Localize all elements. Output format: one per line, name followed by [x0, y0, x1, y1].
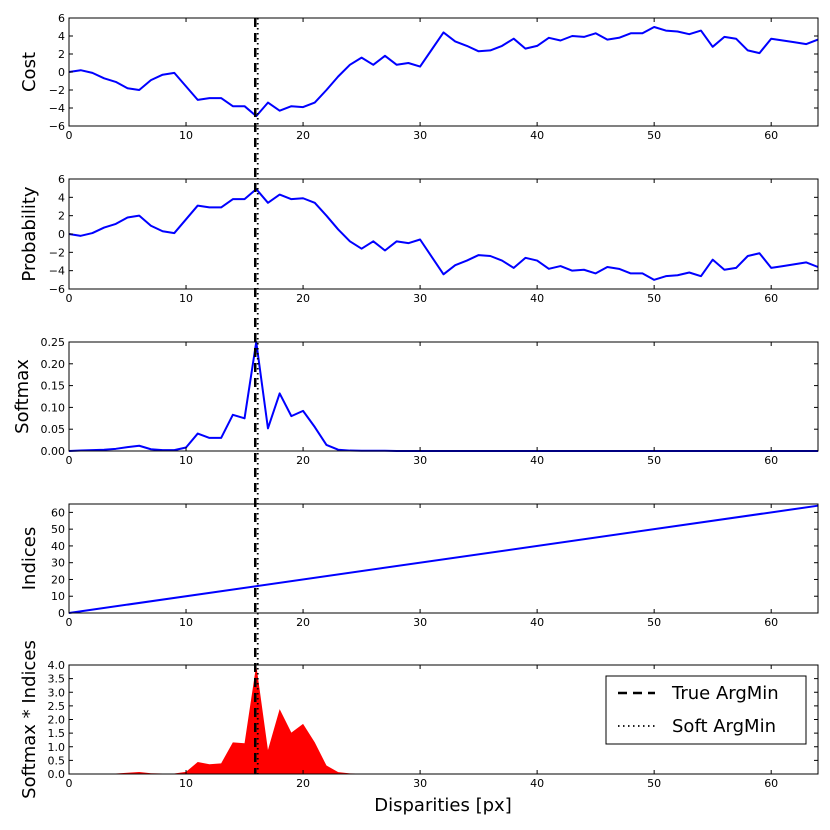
y-axis-label-indices: Indices — [19, 527, 40, 591]
y-tick-label-softmax_indices-0: 4.0 — [48, 659, 66, 672]
x-tick-label-softmax_indices-30: 30 — [413, 777, 427, 790]
y-axis-label-probability: Probability — [19, 186, 40, 281]
x-tick-label-softmax_indices-60: 60 — [764, 777, 778, 790]
y-tick-label-probability-0: 6 — [58, 173, 65, 186]
series-line-indices — [68, 504, 819, 614]
y-tick-label-probability-3: 0 — [58, 228, 65, 241]
x-tick-label-cost-30: 30 — [413, 129, 427, 142]
y-tick-label-softmax-3: 0.10 — [41, 401, 66, 414]
x-tick-label-softmax-30: 30 — [413, 454, 427, 467]
legend-true-argmin-label: True ArgMin — [671, 683, 779, 704]
x-tick-label-softmax_indices-10: 10 — [179, 777, 193, 790]
y-tick-label-softmax_indices-5: 1.5 — [48, 727, 66, 740]
x-tick-label-indices-10: 10 — [179, 616, 193, 629]
axes-frame-softmax — [68, 341, 819, 452]
x-tick-label-softmax-10: 10 — [179, 454, 193, 467]
x-tick-label-softmax-50: 50 — [647, 454, 661, 467]
y-tick-label-softmax_indices-7: 0.5 — [48, 754, 66, 767]
y-tick-label-indices-6: 0 — [58, 607, 65, 620]
x-tick-label-softmax-20: 20 — [296, 454, 310, 467]
x-tick-label-softmax_indices-0: 0 — [66, 777, 73, 790]
y-tick-label-cost-1: 4 — [58, 30, 65, 43]
x-tick-label-probability-30: 30 — [413, 292, 427, 305]
y-tick-label-softmax_indices-3: 2.5 — [48, 700, 66, 713]
y-tick-label-softmax-0: 0.25 — [41, 336, 66, 349]
y-tick-label-softmax-4: 0.05 — [41, 423, 66, 436]
y-tick-label-indices-4: 20 — [51, 573, 65, 586]
x-tick-label-indices-0: 0 — [66, 616, 73, 629]
y-tick-label-cost-0: 6 — [58, 12, 65, 25]
x-tick-label-softmax_indices-50: 50 — [647, 777, 661, 790]
y-tick-label-probability-6: −6 — [49, 283, 65, 296]
axes-frame-cost — [68, 17, 819, 127]
y-tick-label-indices-5: 10 — [51, 590, 65, 603]
x-tick-label-indices-60: 60 — [764, 616, 778, 629]
y-tick-label-cost-5: −4 — [49, 102, 65, 115]
y-tick-label-softmax-2: 0.15 — [41, 380, 66, 393]
y-tick-label-softmax-1: 0.20 — [41, 358, 66, 371]
x-tick-label-probability-50: 50 — [647, 292, 661, 305]
y-tick-label-cost-6: −6 — [49, 120, 65, 133]
y-tick-label-probability-1: 4 — [58, 191, 65, 204]
y-tick-label-probability-4: −2 — [49, 246, 65, 259]
x-tick-label-cost-50: 50 — [647, 129, 661, 142]
y-tick-label-indices-1: 50 — [51, 523, 65, 536]
y-axis-label-softmax_indices: Softmax * Indices — [19, 640, 40, 799]
y-tick-label-cost-2: 2 — [58, 48, 65, 61]
x-tick-label-cost-10: 10 — [179, 129, 193, 142]
x-tick-label-cost-20: 20 — [296, 129, 310, 142]
y-axis-label-cost: Cost — [19, 52, 40, 92]
x-tick-label-cost-60: 60 — [764, 129, 778, 142]
y-tick-label-softmax_indices-8: 0.0 — [48, 768, 66, 781]
y-tick-label-softmax_indices-6: 1.0 — [48, 741, 66, 754]
panel-softmax: 0 10 20 30 40 50 60 0.25 0.20 0.15 0.10 0.05 0.00 Sof… — [12, 336, 819, 467]
x-tick-label-indices-20: 20 — [296, 616, 310, 629]
series-line-cost — [68, 26, 819, 118]
legend-box — [605, 675, 807, 745]
y-tick-label-indices-0: 60 — [51, 506, 65, 519]
x-tick-label-probability-0: 0 — [66, 292, 73, 305]
y-tick-label-probability-2: 2 — [58, 210, 65, 223]
x-tick-label-softmax-60: 60 — [764, 454, 778, 467]
series-line-probability — [68, 188, 819, 281]
x-tick-label-probability-10: 10 — [179, 292, 193, 305]
legend: True ArgMin Soft ArgMin — [605, 675, 807, 745]
x-tick-label-probability-40: 40 — [530, 292, 544, 305]
axes-frame-probability — [68, 178, 819, 290]
x-tick-label-softmax_indices-20: 20 — [296, 777, 310, 790]
x-tick-label-probability-20: 20 — [296, 292, 310, 305]
y-tick-label-softmax-5: 0.00 — [41, 445, 66, 458]
x-tick-label-indices-40: 40 — [530, 616, 544, 629]
argmin-markers — [254, 18, 259, 774]
y-axis-label-softmax: Softmax — [12, 359, 33, 434]
x-tick-label-indices-50: 50 — [647, 616, 661, 629]
y-tick-label-softmax_indices-1: 3.5 — [48, 673, 66, 686]
y-tick-label-softmax_indices-4: 2.0 — [48, 714, 66, 727]
x-tick-label-probability-60: 60 — [764, 292, 778, 305]
x-tick-label-cost-40: 40 — [530, 129, 544, 142]
legend-soft-argmin-label: Soft ArgMin — [672, 716, 776, 737]
y-tick-label-indices-3: 30 — [51, 557, 65, 570]
y-tick-label-indices-2: 40 — [51, 540, 65, 553]
x-tick-label-softmax-0: 0 — [66, 454, 73, 467]
y-tick-label-softmax_indices-2: 3.0 — [48, 686, 66, 699]
x-tick-label-indices-30: 30 — [413, 616, 427, 629]
x-tick-label-softmax-40: 40 — [530, 454, 544, 467]
y-tick-label-cost-4: −2 — [49, 84, 65, 97]
y-tick-label-probability-5: −4 — [49, 265, 65, 278]
series-line-softmax — [68, 341, 818, 452]
x-tick-label-cost-0: 0 — [66, 129, 73, 142]
x-axis-label: Disparities [px] — [374, 795, 511, 816]
x-tick-label-softmax_indices-40: 40 — [530, 777, 544, 790]
axes-frame-indices — [68, 503, 819, 614]
y-tick-label-cost-3: 0 — [58, 66, 65, 79]
